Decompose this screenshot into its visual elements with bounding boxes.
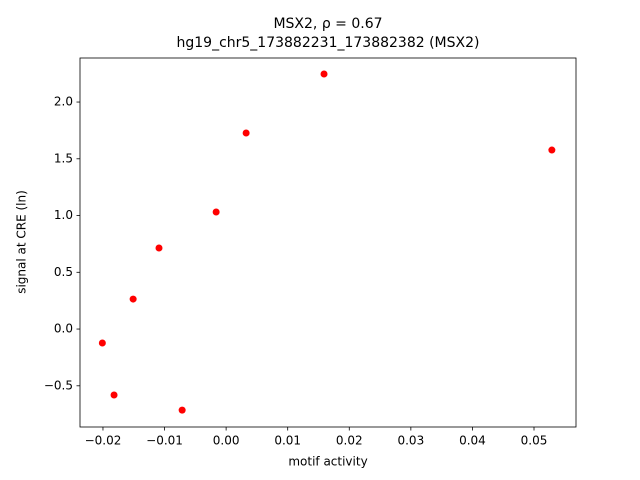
point [320, 70, 328, 78]
x-tick-label: 0.01 [274, 434, 301, 448]
x-tick-label: 0.00 [213, 434, 240, 448]
point [155, 244, 163, 252]
x-tick-label: −0.02 [85, 434, 122, 448]
point [98, 339, 106, 347]
plot-frame [79, 57, 577, 428]
x-tick-label: 0.02 [336, 434, 363, 448]
point [212, 208, 220, 216]
x-tick-label: 0.04 [459, 434, 486, 448]
x-axis-label: motif activity [288, 455, 367, 469]
y-tick-label: 2.0 [54, 95, 73, 109]
y-tick-label: −0.5 [44, 378, 73, 392]
x-tick-label: 0.03 [397, 434, 424, 448]
x-tick-label: −0.01 [146, 434, 183, 448]
point [129, 295, 137, 303]
point [548, 146, 556, 154]
y-tick-label: 1.0 [54, 208, 73, 222]
point [178, 406, 186, 414]
y-axis-label: signal at CRE (ln) [15, 190, 29, 294]
y-tick-label: 0.0 [54, 322, 73, 336]
y-tick-label: 0.5 [54, 265, 73, 279]
chart-title: MSX2, ρ = 0.67 [273, 16, 382, 32]
x-tick-label: 0.05 [521, 434, 548, 448]
point [110, 391, 118, 399]
chart-subtitle: hg19_chr5_173882231_173882382 (MSX2) [177, 35, 480, 51]
y-tick-label: 1.5 [54, 151, 73, 165]
point [242, 129, 250, 137]
